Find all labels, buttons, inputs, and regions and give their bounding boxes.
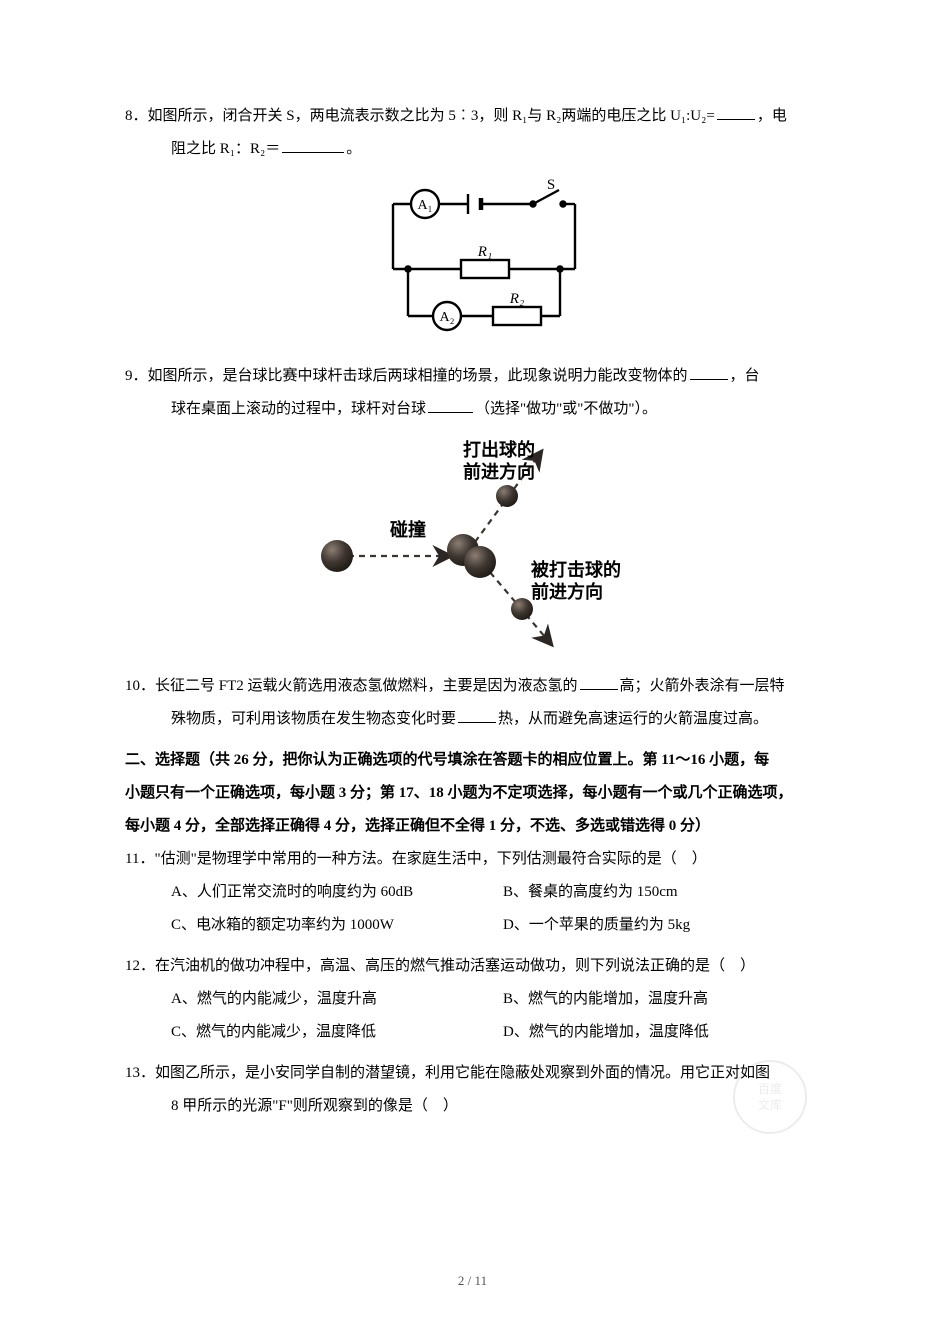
q9-figure: 打出球的 前进方向 碰撞 被打击球的 前进方向 (125, 434, 835, 664)
section2-line3: 每小题 4 分，全部选择正确得 4 分，选择正确但不全得 1 分，不选、多选或错… (125, 810, 835, 843)
q9-billiard-diagram: 打出球的 前进方向 碰撞 被打击球的 前进方向 (315, 434, 645, 659)
q9-blank-1 (690, 365, 728, 380)
page-total: 11 (475, 1273, 488, 1288)
q8-text-d: 。 (346, 141, 361, 157)
q8-figure: A₁ A₂ R₁ R₂ S (125, 174, 835, 354)
q10-blank-1 (580, 675, 618, 690)
q9-text-d: （选择"做功"或"不做功"）。 (475, 401, 657, 417)
q10-text-a: 长征二号 FT2 运载火箭选用液态氢做燃料，主要是因为液态氢的 (155, 678, 578, 694)
q8-blank-1 (717, 105, 755, 120)
svg-text:碰撞: 碰撞 (390, 519, 426, 540)
question-13: 13．如图乙所示，是小安同学自制的潜望镜，利用它能在隐蔽处观察到外面的情况。用它… (125, 1057, 835, 1123)
q13-stem-a: 如图乙所示，是小安同学自制的潜望镜，利用它能在隐蔽处观察到外面的情况。用它正对如… (155, 1065, 770, 1081)
section-2-header: 二、选择题（共 26 分，把你认为正确选项的代号填涂在答题卡的相应位置上。第 1… (125, 744, 835, 843)
svg-text:S: S (546, 177, 554, 193)
q8-circuit-diagram: A₁ A₂ R₁ R₂ S (353, 174, 608, 349)
q8-text-b: ，电 (757, 108, 787, 124)
q9-text-b: ，台 (730, 368, 760, 384)
q12-option-a: A、燃气的内能减少，温度升高 (171, 983, 503, 1016)
q10-text-b: 高；火箭外表涂有一层特 (620, 678, 785, 694)
page-number: 2 / 11 (0, 1273, 945, 1289)
q8-number: 8． (125, 108, 148, 124)
q11-option-c: C、电冰箱的额定功率约为 1000W (171, 909, 503, 942)
q13-stem-b: 8 甲所示的光源"F"则所观察到的像是（ ） (171, 1098, 458, 1114)
svg-text:被打击球的: 被打击球的 (531, 559, 621, 580)
q13-number: 13． (125, 1065, 155, 1081)
question-9: 9．如图所示，是台球比赛中球杆击球后两球相撞的场景，此现象说明力能改变物体的 ，台… (125, 360, 835, 426)
svg-text:R₂: R₂ (508, 291, 523, 307)
question-12: 12．在汽油机的做功冲程中，高温、高压的燃气推动活塞运动做功，则下列说法正确的是… (125, 950, 835, 1049)
svg-text:A₂: A₂ (439, 310, 454, 325)
q11-number: 11． (125, 851, 154, 867)
q12-option-d: D、燃气的内能增加，温度降低 (503, 1016, 835, 1049)
q12-option-c: C、燃气的内能减少，温度降低 (171, 1016, 503, 1049)
page-sep: / (464, 1273, 474, 1288)
q12-number: 12． (125, 958, 155, 974)
q12-stem: 在汽油机的做功冲程中，高温、高压的燃气推动活塞运动做功，则下列说法正确的是（ ） (155, 958, 755, 974)
q9-blank-2 (428, 398, 473, 413)
svg-text:前进方向: 前进方向 (531, 581, 603, 602)
q8-text-c: 阻之比 R₁：R₂＝ (171, 141, 280, 157)
question-10: 10．长征二号 FT2 运载火箭选用液态氢做燃料，主要是因为液态氢的 高；火箭外表… (125, 670, 835, 736)
question-11: 11．"估测"是物理学中常用的一种方法。在家庭生活中，下列估测最符合实际的是（ … (125, 843, 835, 942)
q9-number: 9． (125, 368, 148, 384)
question-8: 8．如图所示，闭合开关 S，两电流表示数之比为 5︰3，则 R₁与 R₂两端的电… (125, 100, 835, 166)
q12-option-b: B、燃气的内能增加，温度升高 (503, 983, 835, 1016)
svg-text:打出球的: 打出球的 (463, 439, 535, 460)
svg-text:前进方向: 前进方向 (463, 461, 535, 482)
svg-text:R₁: R₁ (476, 244, 491, 260)
q11-option-b: B、餐桌的高度约为 150cm (503, 876, 835, 909)
q10-text-d: 热，从而避免高速运行的火箭温度过高。 (498, 711, 768, 727)
q10-text-c: 殊物质，可利用该物质在发生物态变化时要 (171, 711, 456, 727)
section2-line1: 二、选择题（共 26 分，把你认为正确选项的代号填涂在答题卡的相应位置上。第 1… (125, 744, 835, 777)
q9-text-a: 如图所示，是台球比赛中球杆击球后两球相撞的场景，此现象说明力能改变物体的 (148, 368, 688, 384)
q10-blank-2 (458, 708, 496, 723)
q9-text-c: 球在桌面上滚动的过程中，球杆对台球 (171, 401, 426, 417)
q11-option-d: D、一个苹果的质量约为 5kg (503, 909, 835, 942)
svg-text:A₁: A₁ (417, 198, 432, 213)
q8-text-a: 如图所示，闭合开关 S，两电流表示数之比为 5︰3，则 R₁与 R₂两端的电压之… (148, 108, 715, 124)
q8-blank-2 (282, 138, 344, 153)
q10-number: 10． (125, 678, 155, 694)
q11-option-a: A、人们正常交流时的响度约为 60dB (171, 876, 503, 909)
q11-stem: "估测"是物理学中常用的一种方法。在家庭生活中，下列估测最符合实际的是（ ） (154, 851, 706, 867)
section2-line2: 小题只有一个正确选项，每小题 3 分；第 17、18 小题为不定项选择，每小题有… (125, 777, 835, 810)
